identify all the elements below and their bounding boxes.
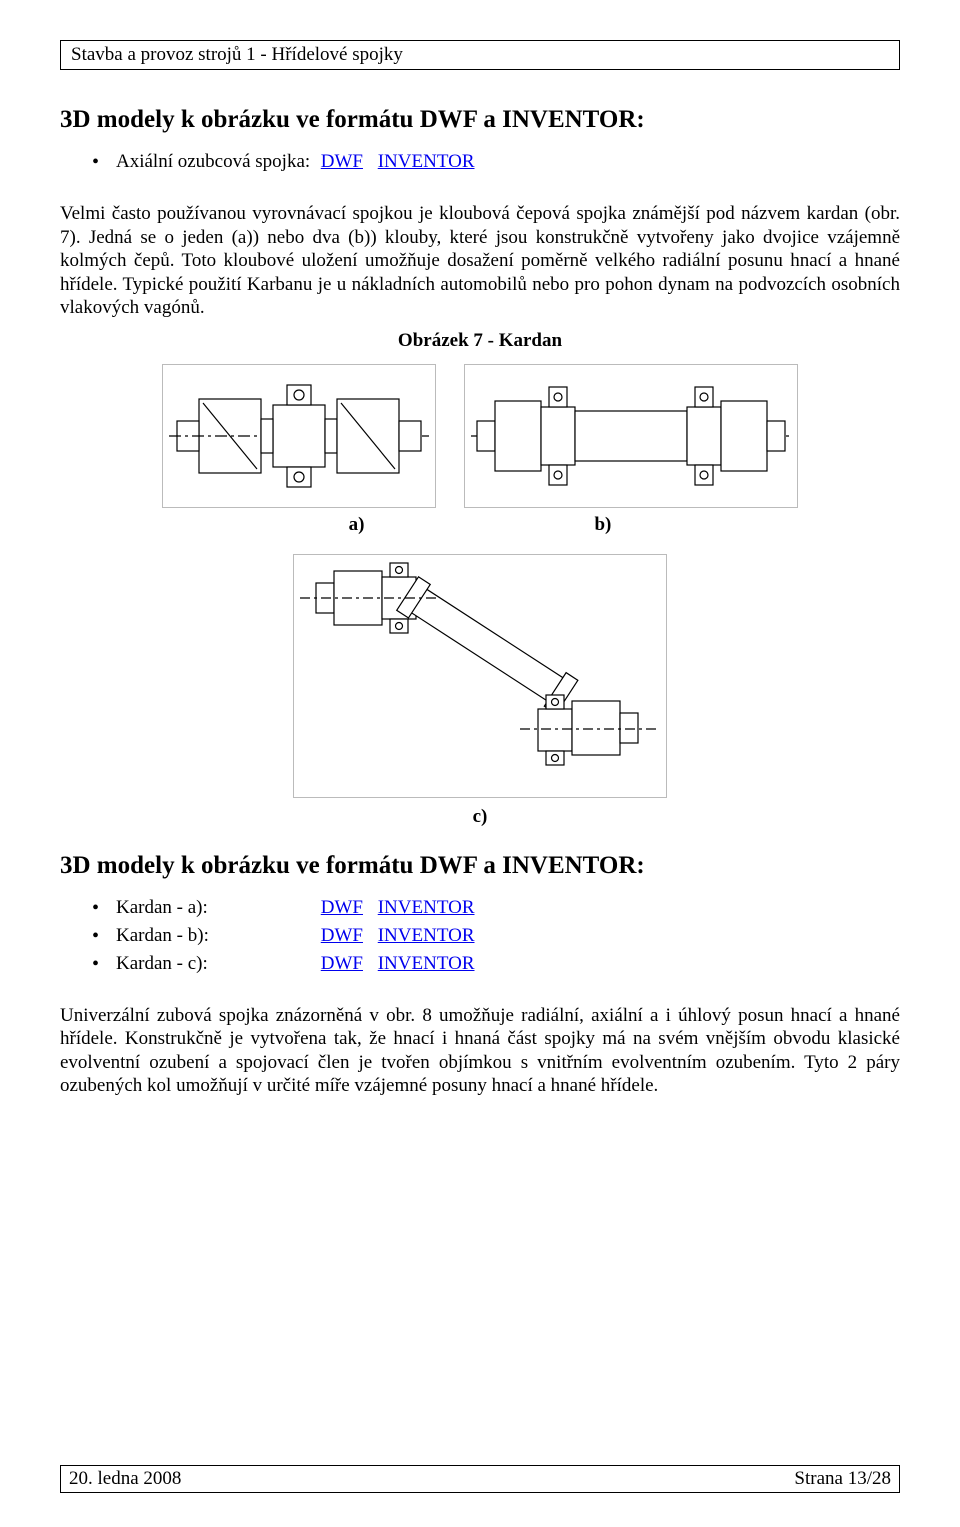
figure-7a [162, 364, 436, 508]
figure-7b [464, 364, 798, 508]
dwf-link[interactable]: DWF [321, 925, 363, 946]
model-list-1: Axiální ozubcová spojka: DWF INVENTOR [60, 148, 900, 176]
section-2-title: 3D modely k obrázku ve formátu DWF a INV… [60, 852, 900, 880]
list-item: Kardan - b): DWF INVENTOR [116, 922, 900, 950]
figure-7-row-ab [60, 364, 900, 508]
inventor-link[interactable]: INVENTOR [378, 953, 475, 974]
label-b: b) [594, 514, 611, 536]
label-c: c) [60, 806, 900, 828]
item-label: Kardan - c): [116, 953, 316, 975]
footer-date: 20. ledna 2008 [61, 1466, 508, 1493]
figure-7-labels-ab: a) b) [60, 514, 900, 536]
model-list-2: Kardan - a): DWF INVENTOR Kardan - b): D… [60, 894, 900, 978]
kardan-b-svg [471, 371, 791, 501]
dwf-link[interactable]: DWF [321, 953, 363, 974]
item-label: Kardan - b): [116, 925, 316, 947]
footer-table: 20. ledna 2008 Strana 13/28 [60, 1465, 900, 1493]
paragraph-1: Velmi často používanou vyrovnávací spojk… [60, 202, 900, 320]
figure-7c [293, 554, 667, 798]
list-item: Axiální ozubcová spojka: DWF INVENTOR [116, 148, 900, 176]
dwf-link[interactable]: DWF [321, 151, 363, 172]
figure-7-row-c [60, 554, 900, 798]
list-item: Kardan - c): DWF INVENTOR [116, 950, 900, 978]
figure-7-caption: Obrázek 7 - Kardan [60, 330, 900, 352]
inventor-link[interactable]: INVENTOR [378, 897, 475, 918]
section-1-title: 3D modely k obrázku ve formátu DWF a INV… [60, 106, 900, 134]
label-a: a) [349, 514, 365, 536]
page-header-text: Stavba a provoz strojů 1 - Hřídelové spo… [71, 44, 403, 65]
kardan-a-svg [169, 371, 429, 501]
item-label: Kardan - a): [116, 897, 316, 919]
item-label: Axiální ozubcová spojka: [116, 151, 316, 173]
dwf-link[interactable]: DWF [321, 897, 363, 918]
inventor-link[interactable]: INVENTOR [378, 151, 475, 172]
kardan-c-svg [300, 561, 660, 791]
inventor-link[interactable]: INVENTOR [378, 925, 475, 946]
list-item: Kardan - a): DWF INVENTOR [116, 894, 900, 922]
paragraph-2: Univerzální zubová spojka znázorněná v o… [60, 1004, 900, 1098]
footer-page: Strana 13/28 [507, 1466, 899, 1493]
page-header-box: Stavba a provoz strojů 1 - Hřídelové spo… [60, 40, 900, 70]
